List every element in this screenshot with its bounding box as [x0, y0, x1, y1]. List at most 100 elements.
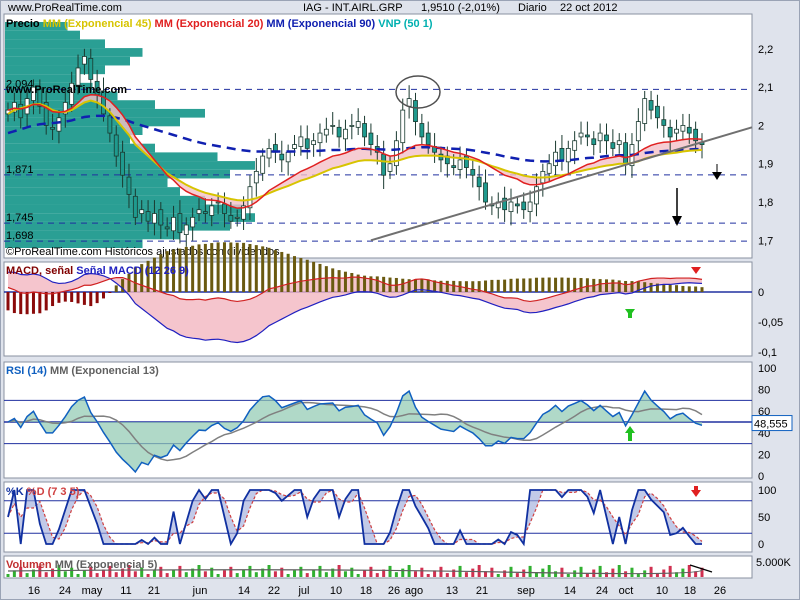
candle-body [260, 155, 266, 174]
x-tick-label: 24 [59, 585, 71, 597]
macd-histogram-bar [490, 279, 494, 292]
macd-histogram-bar [31, 292, 35, 314]
vnp-bar [5, 30, 80, 40]
stoch-legend-item: %D (7 3 5) [24, 486, 80, 498]
site-url[interactable]: www.ProRealTime.com [8, 2, 122, 14]
candle-body [209, 205, 215, 216]
volume-bar [133, 571, 137, 577]
macd-histogram-bar [534, 277, 538, 292]
candle-body [145, 211, 151, 222]
volume-bar [89, 566, 93, 577]
macd-histogram-bar [140, 264, 144, 292]
volume-bar [216, 574, 220, 577]
candle-body [196, 209, 202, 214]
volume-bar [452, 569, 456, 577]
volume-bar [222, 570, 226, 577]
candle-body [311, 140, 317, 145]
level-label: 1,871 [6, 164, 34, 176]
volume-bar [140, 567, 144, 577]
macd-histogram-bar [668, 284, 672, 292]
candle-body [132, 195, 138, 218]
macd-up-arrow-shaft [628, 309, 632, 318]
macd-down-arrow [691, 267, 701, 274]
volume-bar [655, 573, 659, 577]
macd-histogram-bar [165, 251, 169, 292]
candle-body [578, 132, 584, 138]
volume-bar [630, 567, 634, 577]
volume-bar [675, 572, 679, 577]
volume-bar [604, 572, 608, 577]
macd-histogram-bar [433, 280, 437, 292]
candle-body [514, 203, 520, 207]
volume-bar [649, 566, 653, 577]
candle-body [387, 163, 393, 172]
volume-bar [12, 570, 16, 577]
price-legend-item: MM (Exponencial 90) [263, 18, 375, 30]
x-tick-label: 16 [28, 585, 40, 597]
macd-histogram-bar [12, 292, 16, 314]
macd-histogram-bar [280, 251, 284, 292]
date-label: 22 oct 2012 [560, 2, 618, 14]
rsi-fill [8, 391, 702, 472]
candle-body [177, 213, 183, 234]
macd-histogram-bar [57, 292, 61, 303]
volume-bar [585, 573, 589, 577]
macd-histogram-bar [477, 281, 481, 292]
candle-body [234, 216, 240, 219]
vnp-bar [5, 48, 143, 57]
macd-histogram-bar [681, 285, 685, 292]
volume-bar [114, 572, 118, 577]
candle-body [11, 102, 17, 113]
macd-histogram-bar [700, 287, 704, 292]
volume-bar [433, 570, 437, 577]
macd-histogram-bar [178, 248, 182, 292]
volume-bar [146, 574, 150, 577]
macd-histogram-bar [254, 245, 258, 292]
candle-body [521, 201, 527, 211]
macd-plot: 0 -0,05 -0,1 MACD, señal Señal MACD (12 26 … [4, 242, 783, 359]
x-tick-label: 11 [120, 585, 131, 597]
x-tick-label: jul [297, 585, 309, 597]
volume-bar [394, 572, 398, 577]
macd-legend-item: Señal MACD (12 26 9) [73, 265, 189, 277]
macd-histogram-bar [675, 285, 679, 292]
macd-histogram-bar [694, 286, 698, 292]
price-legend: Precio MM (Exponencial 45) MM (Exponenci… [6, 18, 433, 30]
stoch-down-arrow-shaft [694, 486, 698, 491]
volume-bar [401, 568, 405, 577]
price-legend-item: MM (Exponencial 45) [40, 18, 152, 30]
volume-bar [108, 565, 112, 577]
macd-y-tick: 0 [758, 287, 764, 299]
vnp-bar [5, 82, 93, 92]
volume-bar [191, 568, 195, 577]
candle-body [50, 126, 55, 130]
macd-histogram-bar [299, 258, 303, 292]
volume-bar [242, 569, 246, 577]
macd-histogram-bar [611, 279, 615, 292]
candle-body [37, 88, 43, 107]
stoch-y-tick: 50 [758, 512, 770, 524]
candle-body [164, 226, 170, 230]
volume-bar [566, 574, 570, 577]
volume-bar [413, 571, 417, 577]
candle-body [623, 142, 628, 165]
volume-bar [261, 568, 265, 577]
volume-bar [44, 572, 48, 577]
candle-body [483, 182, 488, 203]
volume-bar [76, 574, 80, 577]
x-tick-label: 14 [238, 585, 250, 597]
macd-histogram-bar [541, 277, 545, 292]
candle-body [584, 134, 590, 138]
rsi-up-arrow-shaft [628, 432, 632, 441]
x-tick-label: 21 [476, 585, 488, 597]
candle-body [635, 121, 641, 142]
macd-histogram-bar [509, 278, 513, 292]
candle-body [101, 90, 106, 115]
candle-body [559, 148, 565, 161]
macd-signal-line [8, 271, 703, 344]
candle-body [241, 205, 246, 220]
rsi-up-arrow [625, 426, 635, 433]
candle-body [253, 170, 259, 184]
macd-histogram-bar [598, 279, 602, 292]
